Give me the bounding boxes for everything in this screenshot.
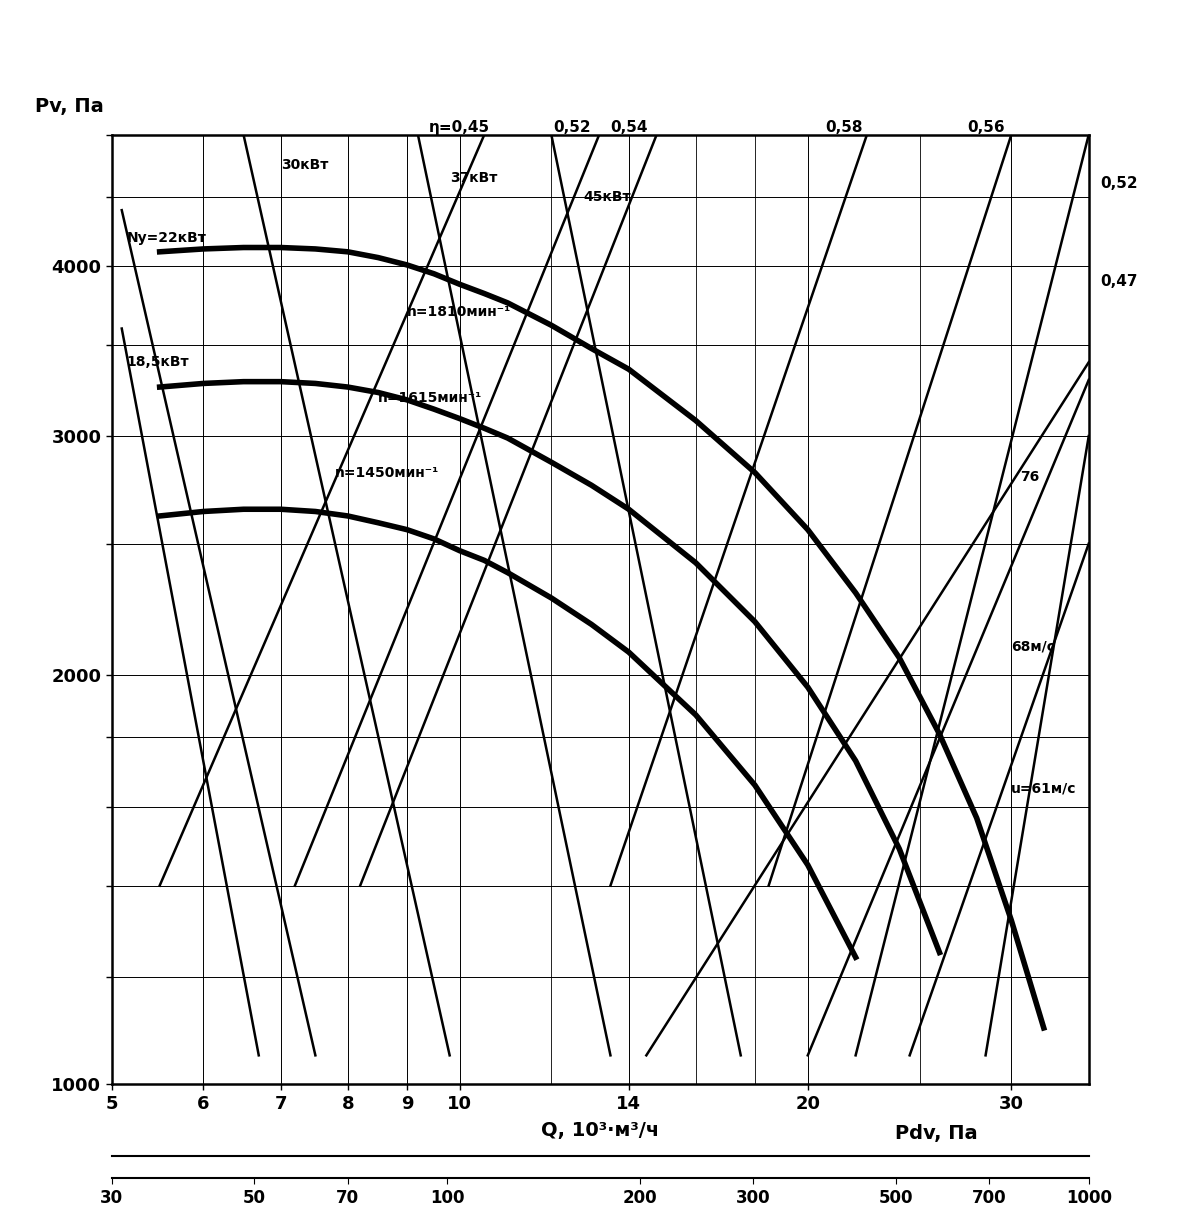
Text: n=1810мин⁻¹: n=1810мин⁻¹	[407, 305, 511, 320]
Text: 0,54: 0,54	[610, 120, 647, 135]
Text: n=1615мин⁻¹: n=1615мин⁻¹	[378, 391, 483, 405]
Text: n=1450мин⁻¹: n=1450мин⁻¹	[335, 466, 439, 479]
Text: η=0,45: η=0,45	[430, 120, 491, 135]
Text: 18,5кВт: 18,5кВт	[127, 355, 189, 369]
Text: 0,52: 0,52	[1100, 176, 1138, 191]
Text: 45кВт: 45кВт	[584, 190, 631, 203]
Text: 30кВт: 30кВт	[281, 158, 328, 172]
Text: Pdv, Па: Pdv, Па	[895, 1123, 977, 1143]
Text: 37кВт: 37кВт	[450, 170, 497, 185]
Text: 76: 76	[1019, 469, 1039, 484]
Text: 0,52: 0,52	[553, 120, 591, 135]
Text: 0,47: 0,47	[1100, 274, 1138, 289]
Text: 68м/с: 68м/с	[1011, 639, 1056, 653]
Text: u=61м/с: u=61м/с	[1011, 782, 1077, 796]
Text: 0,58: 0,58	[825, 120, 863, 135]
Text: Pv, Па: Pv, Па	[35, 97, 104, 116]
Text: Ny=22кВт: Ny=22кВт	[127, 230, 206, 245]
Text: 0,56: 0,56	[966, 120, 1004, 135]
X-axis label: Q, 10³·м³/ч: Q, 10³·м³/ч	[541, 1121, 659, 1140]
